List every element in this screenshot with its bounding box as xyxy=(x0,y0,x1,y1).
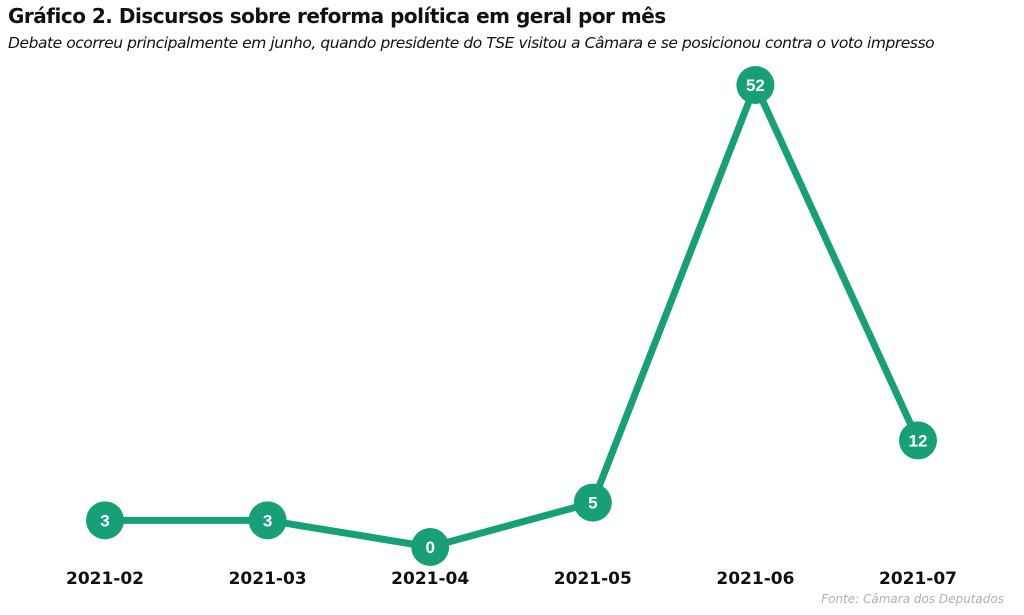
x-tick-label: 2021-04 xyxy=(391,569,469,589)
data-point-2021-03: 3 xyxy=(248,501,287,540)
x-tick-label: 2021-05 xyxy=(554,569,632,589)
data-point-marker xyxy=(248,501,287,540)
data-point-layer: 3 3 0 5 52 12 xyxy=(86,66,937,566)
data-point-marker xyxy=(86,501,124,540)
data-point-2021-06: 52 xyxy=(736,66,775,104)
x-tick-label: 2021-03 xyxy=(229,569,307,589)
x-tick-label: 2021-07 xyxy=(879,569,957,589)
data-point-marker xyxy=(411,528,450,566)
data-label: 5 xyxy=(588,494,597,513)
chart-subtitle: Debate ocorreu principalmente em junho, … xyxy=(8,34,935,52)
source-note: Fonte: Câmara dos Deputados xyxy=(821,592,1004,606)
x-tick-label: 2021-02 xyxy=(66,569,144,589)
series-line-layer xyxy=(101,81,922,551)
data-point-marker xyxy=(736,66,775,104)
data-point-marker xyxy=(899,421,937,460)
x-tick-label: 2021-06 xyxy=(716,569,794,589)
data-label: 12 xyxy=(909,431,928,450)
data-label: 3 xyxy=(100,511,109,530)
data-point-2021-02: 3 xyxy=(86,501,124,540)
data-point-2021-05: 5 xyxy=(573,483,612,522)
data-label: 52 xyxy=(746,76,765,95)
x-axis-ticks: 2021-02 2021-03 2021-04 2021-05 2021-06 2021-… xyxy=(66,569,957,589)
data-label: 0 xyxy=(425,538,434,557)
data-label: 3 xyxy=(263,511,272,530)
chart-title: Gráfico 2. Discursos sobre reforma polít… xyxy=(8,4,666,28)
data-point-2021-07: 12 xyxy=(899,421,937,460)
data-point-2021-04: 0 xyxy=(411,528,450,566)
data-point-marker xyxy=(573,483,612,522)
series-line xyxy=(101,81,922,551)
